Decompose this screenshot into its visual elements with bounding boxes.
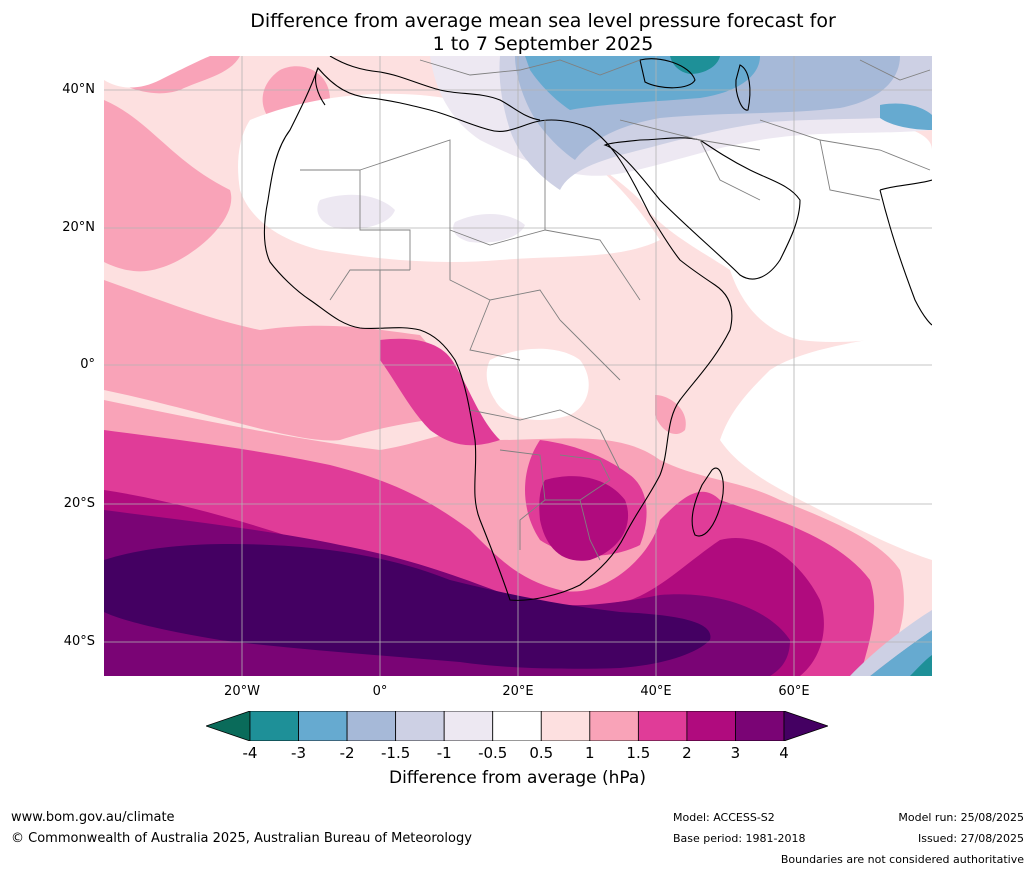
anomaly-band-neutral-nw xyxy=(104,56,210,88)
colorbar-segment-2_3 xyxy=(686,711,736,741)
lon-label-20w: 20°W xyxy=(224,684,260,699)
colorbar-extend-high xyxy=(783,711,828,741)
footer-issued: Issued: 27/08/2025 xyxy=(917,832,1024,845)
colorbar-title: Difference from average (hPa) xyxy=(389,768,646,788)
graticule xyxy=(104,56,932,676)
anomaly-band-neg-3-4 xyxy=(670,56,720,74)
colorbar-tick-label: -0.5 xyxy=(478,744,508,762)
anomaly-band-1-1.5-south xyxy=(104,280,470,441)
colorbar-segment-0.5_1 xyxy=(540,711,591,741)
colorbar-segment--4_-3 xyxy=(249,711,299,741)
colorbar-tick-label: 2 xyxy=(682,744,692,762)
colorbar-tick-label: -1 xyxy=(436,744,452,762)
title-line-2: 1 to 7 September 2025 xyxy=(432,33,654,55)
colorbar-tick-label: 4 xyxy=(779,744,789,762)
anomaly-band-neg-2-3-southeast xyxy=(870,630,932,676)
pressure-anomaly-map xyxy=(104,56,932,676)
coastlines xyxy=(264,56,932,601)
lat-label-40n: 40°N xyxy=(62,82,95,97)
footer-copyright: © Commonwealth of Australia 2025, Austra… xyxy=(11,831,472,846)
colorbar-segment--3_-2 xyxy=(298,711,348,741)
lat-label-20n: 20°N xyxy=(62,220,95,235)
footer-disclaimer: Boundaries are not considered authoritat… xyxy=(780,853,1024,866)
lon-label-40e: 40°E xyxy=(640,684,672,699)
colorbar-tick-label: -2 xyxy=(339,744,355,762)
anomaly-band-above-4 xyxy=(104,543,711,669)
title-line-1: Difference from average mean sea level p… xyxy=(250,10,836,32)
anomaly-band-neg-3-4-se xyxy=(910,655,932,676)
anomaly-band-neg-1-southeast xyxy=(850,610,932,676)
anomaly-band-1-1.5 xyxy=(104,100,232,272)
colorbar-tick-label: 1.5 xyxy=(626,744,651,762)
lat-label-20s: 20°S xyxy=(63,496,95,511)
anomaly-band-neg-0.5-1-atlas xyxy=(317,194,395,230)
colorbar-segment-1.5_2 xyxy=(637,711,688,741)
colorbar-tick-label: -1.5 xyxy=(380,744,411,762)
colorbar-tick-label: -3 xyxy=(291,744,307,762)
anomaly-band-neutral-arabia xyxy=(560,118,932,342)
lon-label-60e: 60°E xyxy=(778,684,810,699)
lat-label-40s: 40°S xyxy=(63,634,95,649)
country-boundaries xyxy=(300,59,931,561)
lat-label-0: 0° xyxy=(80,357,95,372)
anomaly-band-neg-2-3-india xyxy=(880,103,932,130)
lon-label-20e: 20°E xyxy=(502,684,534,699)
colorbar-tick-label: 0.5 xyxy=(529,744,554,762)
anomaly-band-1-1.5-madagascar xyxy=(655,395,686,435)
colorbar-segment--1.5_-1 xyxy=(395,711,445,741)
colorbar-tick-label: 3 xyxy=(730,744,741,762)
footer-base-period: Base period: 1981-2018 xyxy=(673,832,806,845)
anomaly-band-2-3-south-africa xyxy=(539,476,629,561)
lon-label-0: 0° xyxy=(372,684,388,699)
anomaly-band-neutral-congo xyxy=(486,348,589,420)
colorbar-segment-3_4 xyxy=(735,711,785,741)
colorbar-segment-1_1.5 xyxy=(589,711,639,741)
footer-model: Model: ACCESS-S2 xyxy=(673,811,775,824)
colorbar-tick-label: -4 xyxy=(242,744,258,762)
colorbar-extend-low xyxy=(206,711,251,741)
colorbar-segment--0.5_0.5 xyxy=(492,711,542,741)
colorbar-segment--2_-1.5 xyxy=(346,711,397,741)
colorbar-segment--1_-0.5 xyxy=(443,711,494,741)
colorbar xyxy=(206,711,828,741)
footer-model-run: Model run: 25/08/2025 xyxy=(898,811,1024,824)
map-title: Difference from average mean sea level p… xyxy=(0,10,1035,56)
colorbar-tick-label: 1 xyxy=(585,744,595,762)
footer-website[interactable]: www.bom.gov.au/climate xyxy=(11,810,175,825)
anomaly-band-neutral-indian-ocean xyxy=(720,330,932,560)
colorbar-tick-labels: -4 -3 -2 -1.5 -1 -0.5 0.5 1 1.5 2 3 4 xyxy=(0,744,1035,764)
